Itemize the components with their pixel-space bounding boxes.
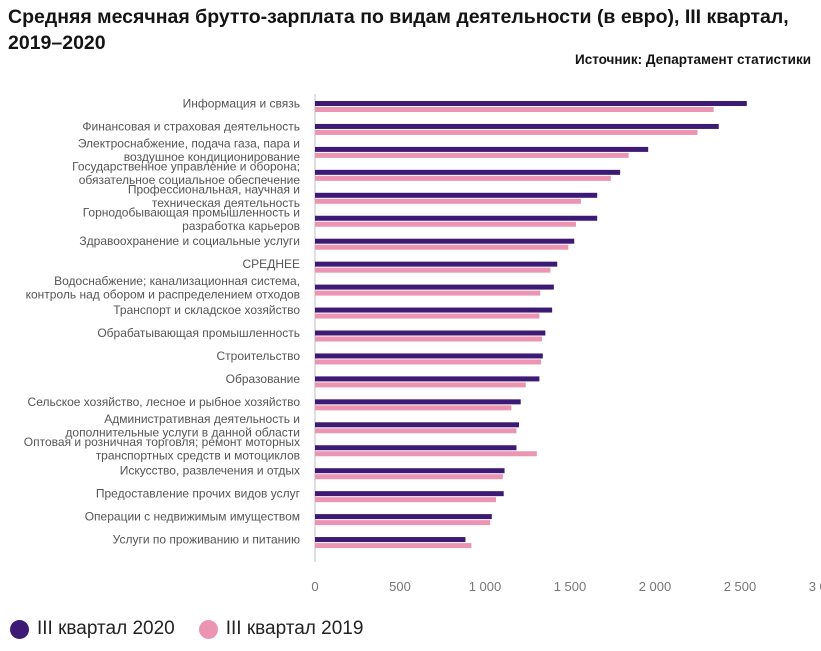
category-label: Горнодобывающая промышленность и разработ…: [83, 205, 300, 233]
category-label: Информация и связь: [183, 97, 300, 111]
bar-2020: [315, 192, 598, 198]
bar-2020: [315, 399, 521, 405]
bar-2019: [315, 451, 537, 457]
bar-2019: [315, 497, 497, 503]
bar-2019: [315, 543, 472, 549]
bar-2019: [315, 382, 526, 388]
bar-2020: [315, 330, 546, 336]
bar-2019: [315, 244, 569, 250]
bar-2020: [315, 491, 504, 497]
category-label: Услуги по проживанию и питанию: [113, 533, 300, 547]
category-label-line: Административная деятельность и: [104, 412, 300, 426]
bar-2020: [315, 238, 575, 244]
x-tick-label: 0: [311, 579, 318, 594]
category-label-line: дополнительные услуги в данной области: [65, 425, 300, 439]
category-label: Профессиональная, научная и техническая д…: [128, 182, 300, 210]
category-label: Обрабатывающая промышленность: [97, 326, 300, 340]
bar-2019: [315, 152, 629, 158]
legend-label-2019: III квартал 2019: [225, 618, 364, 639]
category-label: Электроснабжение, подача газа, пара и воз…: [78, 136, 301, 164]
bar-2019: [315, 359, 542, 365]
category-label: Финансовая и страховая деятельность: [82, 119, 300, 133]
category-label: Административная деятельность и дополните…: [65, 412, 300, 440]
category-label: Транспорт и складское хозяйство: [113, 303, 300, 317]
legend: III квартал 2020 III квартал 2019: [10, 618, 387, 640]
bar-2020: [315, 468, 505, 474]
category-label-line: Электроснабжение, подача газа, пара и: [78, 136, 300, 150]
category-label-line: контроль над обором и распределением отх…: [26, 288, 300, 302]
bar-chart: Информация и связь Финансовая и страховая…: [24, 94, 821, 594]
legend-item-2019: III квартал 2019: [198, 618, 364, 640]
x-tick-label: 500: [389, 579, 411, 594]
category-label-line: разработка карьеров: [182, 219, 300, 233]
bar-2019: [315, 175, 611, 181]
bar-2019: [315, 405, 512, 411]
bar-2020: [315, 376, 540, 382]
category-label: Строительство: [216, 349, 300, 363]
category-label-line: воздушное кондиционирование: [124, 150, 301, 164]
x-tick-label: 1 500: [554, 579, 587, 594]
bar-2019: [315, 520, 491, 526]
category-label-line: Водоснабжение; канализационная система,: [54, 274, 300, 288]
category-label: Операции с недвижимым имуществом: [85, 510, 300, 524]
x-tick-label: 3 000: [809, 579, 821, 594]
x-tick-label: 2 500: [724, 579, 757, 594]
category-label: Водоснабжение; канализационная система, к…: [26, 274, 300, 302]
chart-title: Средняя месячная брутто-зарплата по вида…: [8, 6, 789, 54]
bar-2019: [315, 290, 541, 296]
bar-2020: [315, 307, 553, 313]
bar-2019: [315, 267, 551, 273]
x-tick-label: 2 000: [639, 579, 672, 594]
x-tick-label: 1 000: [469, 579, 502, 594]
legend-swatch-2020: [10, 619, 29, 639]
bar-2020: [315, 169, 621, 175]
bar-2019: [315, 313, 540, 319]
category-label: СРЕДНЕЕ: [243, 257, 300, 271]
category-label: Искусство, развлечения и отдых: [120, 464, 300, 478]
category-label: Образование: [226, 372, 301, 386]
category-label-line: Горнодобывающая промышленность и: [83, 205, 300, 219]
bar-2019: [315, 107, 714, 112]
category-label-line: техническая деятельность: [152, 196, 300, 210]
bar-2019: [315, 198, 582, 204]
category-label-line: обязательное социальное обеспечение: [79, 173, 301, 187]
legend-label-2020: III квартал 2020: [37, 618, 175, 639]
bar-2019: [315, 129, 698, 135]
category-label-line: Профессиональная, научная и: [128, 182, 300, 196]
bar-2020: [315, 514, 492, 520]
bar-2020: [315, 537, 466, 543]
bar-2020: [315, 284, 554, 290]
bar-2019: [315, 474, 503, 480]
category-label: Государственное управление и оборона; обя…: [72, 159, 300, 187]
bar-2020: [315, 101, 747, 106]
category-label: Здравоохранение и социальные услуги: [79, 234, 300, 248]
legend-swatch-2019: [198, 619, 218, 639]
bar-2020: [315, 445, 517, 451]
category-label: Сельское хозяйство, лесное и рыбное хозя…: [28, 395, 301, 409]
bar-2020: [315, 353, 543, 359]
category-label: Оптовая и розничная торговля; ремонт мот…: [24, 435, 300, 463]
bar-2020: [315, 146, 649, 152]
bar-2020: [315, 123, 719, 129]
bar-2020: [315, 215, 598, 221]
category-label-line: Государственное управление и оборона;: [72, 159, 300, 173]
bar-2019: [315, 221, 576, 227]
category-label-line: Оптовая и розничная торговля; ремонт мот…: [24, 435, 300, 449]
bar-2020: [315, 422, 519, 428]
bar-2019: [315, 428, 517, 434]
bar-2019: [315, 336, 542, 342]
category-label-line: транспортных средств и мотоциклов: [96, 448, 300, 462]
legend-item-2020: III квартал 2020: [10, 618, 175, 640]
source-note: Источник: Департамент статистики: [574, 52, 811, 67]
bar-2020: [315, 261, 558, 267]
category-label: Предоставление прочих видов услуг: [96, 487, 301, 501]
